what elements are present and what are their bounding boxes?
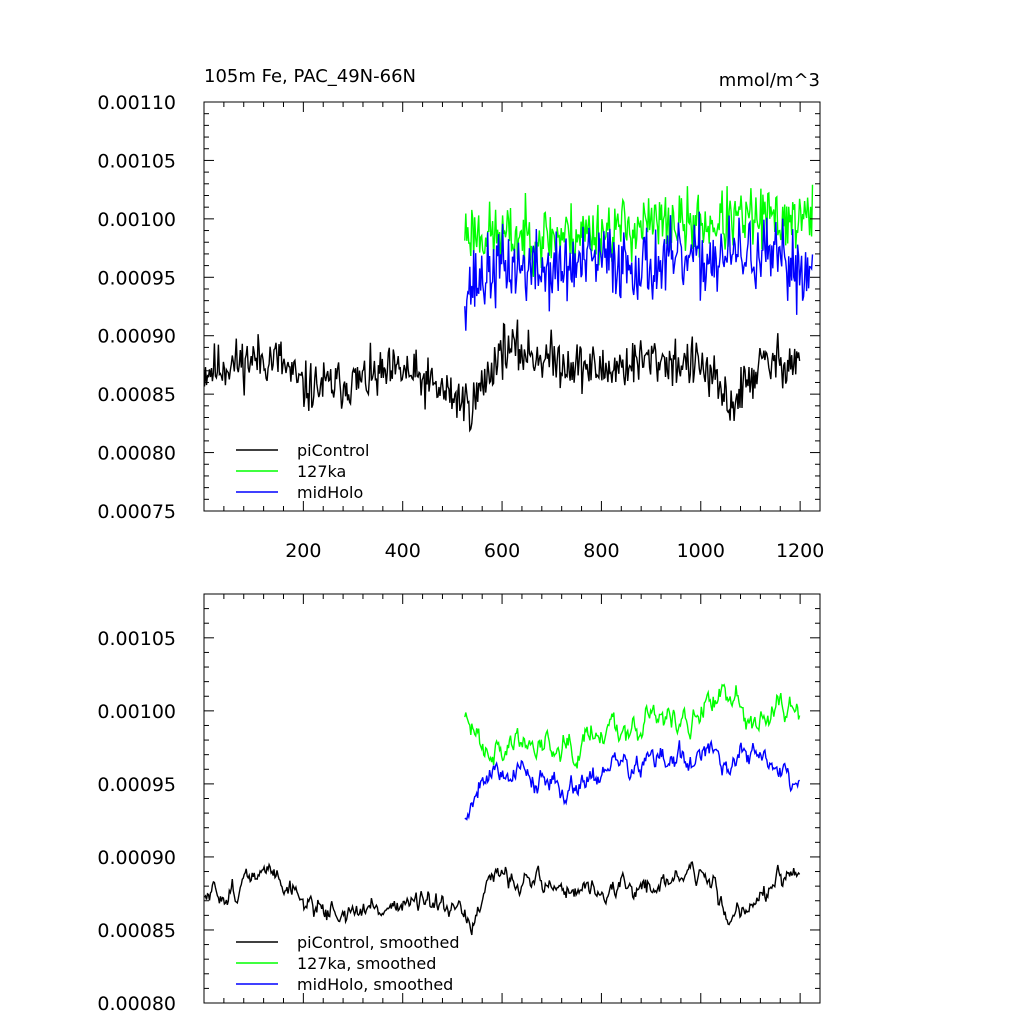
top-series-group xyxy=(203,184,814,433)
series-line-midholo xyxy=(464,211,814,331)
series-line-picontrol-smoothed xyxy=(203,861,801,936)
y-tick-label: 0.00100 xyxy=(97,701,176,723)
y-tick-label: 0.00085 xyxy=(97,920,176,942)
legend-label: 127ka, smoothed xyxy=(297,954,436,973)
bottom-series-group xyxy=(203,683,801,936)
top-tick-marks xyxy=(204,101,821,512)
y-tick-label: 0.00075 xyxy=(97,501,176,523)
series-line-midholo-smoothed xyxy=(464,739,801,821)
x-tick-label: 400 xyxy=(385,540,421,562)
y-tick-label: 0.00095 xyxy=(97,267,176,289)
legend-label: piControl xyxy=(297,441,369,460)
legend-label: midHolo, smoothed xyxy=(297,975,453,994)
legend-label: 127ka xyxy=(297,462,346,481)
x-tick-label: 600 xyxy=(484,540,520,562)
legend-label: midHolo xyxy=(297,483,363,502)
y-tick-label: 0.00105 xyxy=(97,150,176,172)
legend-label: piControl, smoothed xyxy=(297,933,460,952)
y-tick-label: 0.00085 xyxy=(97,384,176,406)
y-tick-label: 0.00090 xyxy=(97,847,176,869)
x-tick-label: 800 xyxy=(583,540,619,562)
y-tick-label: 0.00090 xyxy=(97,326,176,348)
bottom-y-tick-labels: 0.00080 0.00085 0.00090 0.00095 0.00100 0.001… xyxy=(97,628,176,1015)
x-tick-label: 200 xyxy=(285,540,321,562)
series-line-127ka-smoothed xyxy=(464,683,801,769)
y-tick-label: 0.00095 xyxy=(97,774,176,796)
y-tick-label: 0.00110 xyxy=(97,92,176,114)
units-label: mmol/m^3 xyxy=(719,70,820,91)
y-tick-label: 0.00080 xyxy=(97,443,176,465)
top-x-tick-labels: 200 400 600 800 1000 1200 xyxy=(285,540,824,562)
y-tick-label: 0.00105 xyxy=(97,628,176,650)
y-tick-label: 0.00100 xyxy=(97,209,176,231)
x-tick-label: 1000 xyxy=(677,540,725,562)
x-tick-label: 1200 xyxy=(776,540,824,562)
series-line-127ka xyxy=(464,184,814,277)
chart-title: 105m Fe, PAC_49N-66N xyxy=(204,66,416,87)
top-legend: piControl 127ka midHolo xyxy=(236,441,369,502)
bottom-legend: piControl, smoothed 127ka, smoothed midHol… xyxy=(236,933,460,994)
top-plot-frame xyxy=(203,101,821,512)
top-panel: 105m Fe, PAC_49N-66N mmol/m^3 0.000750.0… xyxy=(97,66,824,562)
y-tick-label: 0.00080 xyxy=(97,993,176,1015)
bottom-tick-marks xyxy=(204,593,821,1004)
top-y-tick-labels: 0.00075 0.00080 0.00085 0.00090 0.00095 0.001… xyxy=(97,92,176,523)
bottom-panel: 0.00080 0.00085 0.00090 0.00095 0.00100 0.001… xyxy=(97,593,821,1015)
series-line-picontrol xyxy=(203,319,801,433)
